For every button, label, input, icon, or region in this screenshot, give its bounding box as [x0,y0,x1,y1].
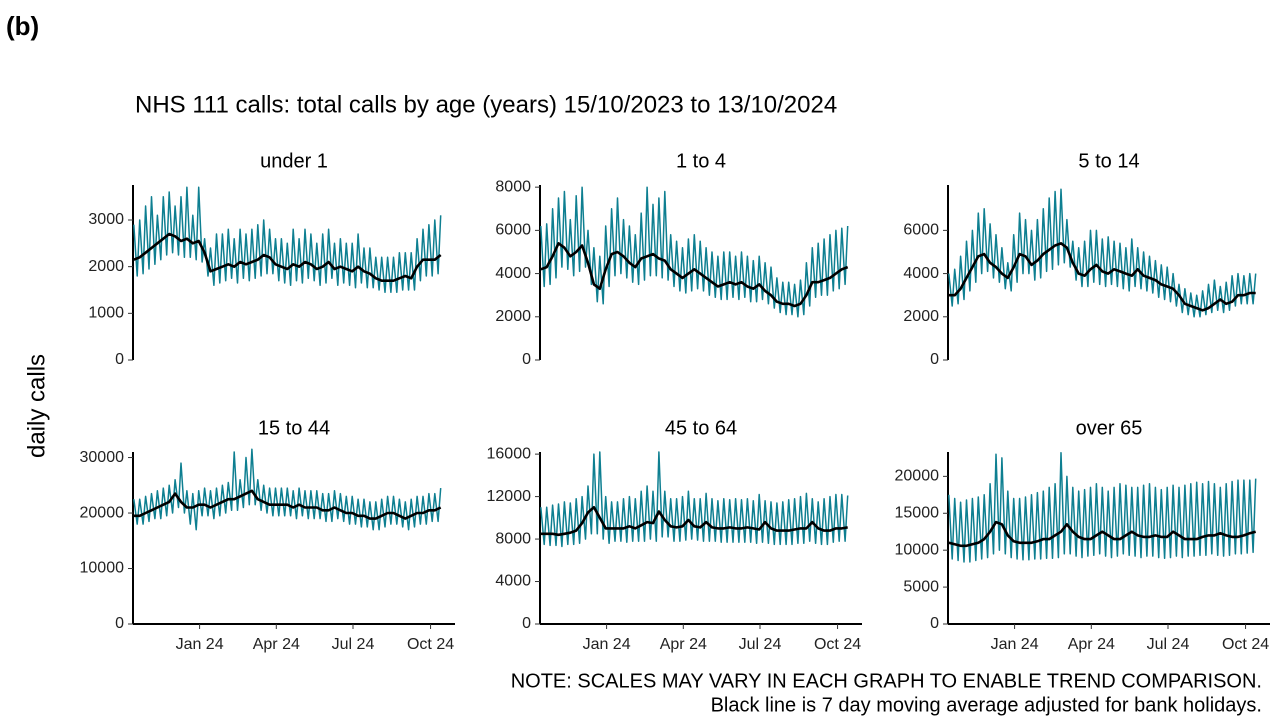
y-tick-label: 6000 [903,222,939,239]
y-tick-label: 4000 [903,265,939,282]
y-tick-label: 8000 [495,530,531,547]
panel-title: 5 to 14 [1078,150,1139,172]
y-tick-label: 2000 [903,308,939,325]
y-tick-label: 10000 [80,560,125,577]
x-tick-label: Jul 24 [1147,636,1190,653]
x-tick-label: Apr 24 [1068,636,1115,653]
x-tick-label: Apr 24 [253,636,300,653]
x-tick-label: Jan 24 [991,636,1039,653]
panel-title: under 1 [260,150,328,172]
y-tick-label: 0 [930,351,939,368]
panel-title: over 65 [1076,417,1143,439]
chart-title: NHS 111 calls: total calls by age (years… [135,91,837,118]
panel-label: (b) [6,11,39,41]
note: NOTE: SCALES MAY VARY IN EACH GRAPH TO E… [511,670,1262,692]
y-tick-label: 0 [522,615,531,632]
y-tick-label: 4000 [495,265,531,282]
y-tick-label: 2000 [495,308,531,325]
panel-title: 1 to 4 [676,150,726,172]
note: Black line is 7 day moving average adjus… [711,694,1262,716]
data-line [948,451,1257,563]
y-tick-label: 15000 [895,504,940,521]
y-tick-label: 0 [930,615,939,632]
y-tick-label: 30000 [80,449,125,466]
y-tick-label: 2000 [88,258,124,275]
y-tick-label: 6000 [495,222,531,239]
data-line [948,520,1257,548]
x-tick-label: Jul 24 [739,636,782,653]
y-axis-label: daily calls [23,354,50,458]
y-tick-label: 16000 [487,445,532,462]
panel-title: 15 to 44 [258,417,330,439]
x-tick-label: Oct 24 [407,636,454,653]
data-line [133,232,442,282]
y-tick-label: 1000 [88,305,124,322]
x-tick-label: Apr 24 [660,636,707,653]
x-tick-label: Jan 24 [583,636,631,653]
y-tick-label: 8000 [495,178,531,195]
x-tick-label: Jan 24 [176,636,224,653]
data-line [133,489,442,520]
y-tick-label: 5000 [903,578,939,595]
y-tick-label: 20000 [80,504,125,521]
y-tick-label: 12000 [487,488,532,505]
y-tick-label: 3000 [88,211,124,228]
y-tick-label: 20000 [895,468,940,485]
y-tick-label: 0 [115,351,124,368]
y-tick-label: 10000 [895,541,940,558]
x-tick-label: Jul 24 [332,636,375,653]
data-line [540,505,848,537]
y-tick-label: 0 [522,351,531,368]
y-tick-label: 0 [115,615,124,632]
data-line [540,242,849,308]
x-tick-label: Oct 24 [814,636,861,653]
panel-title: 45 to 64 [665,417,737,439]
y-tick-label: 4000 [495,573,531,590]
x-tick-label: Oct 24 [1222,636,1269,653]
data-line [948,242,1256,312]
